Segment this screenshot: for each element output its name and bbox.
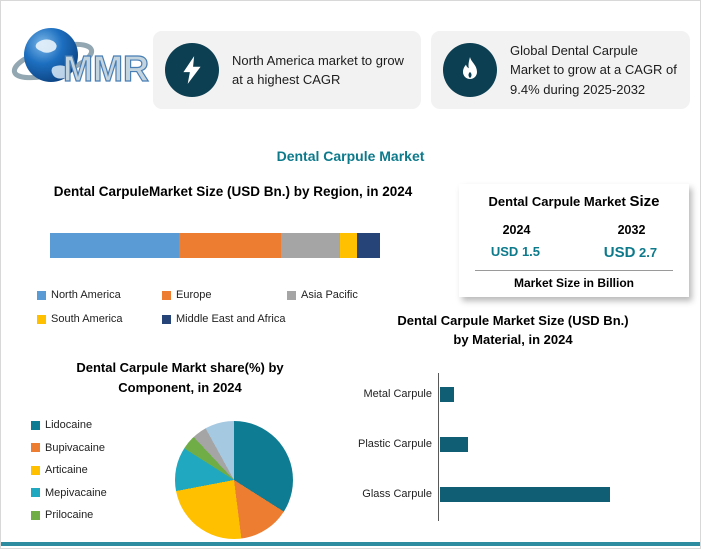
region-bar-segment (280, 233, 341, 258)
card-year-2032: 2032 (617, 223, 646, 237)
mmr-logo: MMR (11, 9, 156, 109)
region-bar-segment (356, 233, 380, 258)
legend-label: Articaine (45, 464, 88, 477)
legend-item: Mepivacaine (31, 482, 107, 505)
legend-item: Bupivacaine (31, 437, 107, 460)
legend-item: Articaine (31, 459, 107, 482)
legend-item: South America (37, 313, 162, 325)
legend-item: North America (37, 289, 162, 301)
legend-label: Middle East and Africa (176, 313, 286, 325)
material-bar-chart: Metal Carpule Plastic Carpule Glass Carp… (341, 369, 641, 521)
legend-label: Bupivacaine (45, 441, 105, 454)
material-bar-metal (440, 386, 454, 402)
lightning-icon-circle (165, 43, 219, 97)
component-pie (175, 421, 293, 539)
legend-item: Europe (162, 289, 287, 301)
market-size-card-title: Dental Carpule Market Size (459, 193, 689, 210)
usd-amount: 1.5 (521, 244, 541, 259)
legend-label: Lidocaine (45, 419, 93, 432)
usd-label: USD (603, 244, 636, 261)
component-legend: Lidocaine Bupivacaine Articaine Mepivaca… (31, 414, 107, 527)
material-bar-row: Metal Carpule (341, 369, 641, 419)
region-bar-segment (50, 233, 179, 258)
legend-item: Asia Pacific (287, 289, 358, 301)
material-bar-row: Plastic Carpule (341, 419, 641, 469)
legend-swatch (287, 290, 296, 300)
legend-swatch (162, 314, 171, 324)
legend-swatch (162, 290, 171, 300)
legend-swatch (37, 290, 46, 300)
material-bar-row: Glass Carpule (341, 469, 641, 519)
market-size-card: Dental Carpule Market Size 2024 2032 USD… (459, 184, 689, 297)
card-values-row: USD 1.5 USD 2.7 (459, 244, 689, 261)
material-bar-plastic (440, 436, 468, 452)
material-category-label: Glass Carpule (362, 488, 432, 500)
callout-global-cagr: Global Dental Carpule Market to grow at … (431, 31, 690, 109)
legend-item: Lidocaine (31, 414, 107, 437)
legend-swatch (31, 488, 40, 498)
material-category-label: Metal Carpule (363, 388, 432, 400)
usd-amount: 2.7 (639, 245, 658, 260)
card-title-em: Size (629, 193, 660, 210)
legend-label: Prilocaine (45, 509, 94, 522)
legend-swatch (31, 443, 40, 453)
callout-global-cagr-text: Global Dental Carpule Market to grow at … (510, 42, 677, 97)
legend-item: Middle East and Africa (162, 313, 285, 325)
flame-icon-circle (443, 43, 497, 97)
legend-label: Asia Pacific (301, 289, 358, 301)
material-chart-axis (438, 373, 439, 521)
page-title: Dental Carpule Market (276, 148, 425, 164)
card-title-main: Dental Carpule Market (488, 194, 626, 209)
material-category-label: Plastic Carpule (358, 438, 432, 450)
material-chart-title: Dental Carpule Market Size (USD Bn.) by … (397, 313, 629, 347)
logo-text: MMR (63, 48, 149, 89)
region-legend-row: North America Europe Asia Pacific (37, 289, 447, 301)
card-footer: Market Size in Billion (475, 270, 673, 290)
card-value-2024: USD 1.5 (491, 244, 540, 261)
lightning-icon (183, 56, 201, 84)
legend-label: South America (51, 313, 123, 325)
callout-north-america-text: North America market to grow at a highes… (232, 52, 404, 88)
card-year-2024: 2024 (502, 223, 531, 237)
legend-swatch (31, 510, 40, 520)
region-bar-segment (178, 233, 281, 258)
legend-swatch (31, 420, 40, 430)
region-chart-title: Dental CarpuleMarket Size (USD Bn.) by R… (53, 184, 413, 199)
bottom-accent-line (1, 542, 700, 546)
legend-item: Prilocaine (31, 504, 107, 527)
legend-label: Mepivacaine (45, 486, 107, 499)
legend-label: North America (51, 289, 121, 301)
card-years-row: 2024 2032 (459, 223, 689, 237)
globe-logo-graphic: MMR (11, 28, 150, 90)
region-legend: North America Europe Asia Pacific South … (37, 289, 447, 337)
material-bar-glass (440, 486, 610, 502)
legend-swatch (31, 465, 40, 475)
component-chart-title: Dental Carpule Markt share(%) by Compone… (76, 360, 284, 395)
legend-swatch (37, 314, 46, 324)
region-legend-row: South America Middle East and Africa (37, 313, 447, 325)
callout-north-america: North America market to grow at a highes… (153, 31, 421, 109)
flame-icon (463, 57, 477, 79)
region-stacked-bar (50, 233, 380, 258)
region-bar-segment (340, 233, 357, 258)
legend-label: Europe (176, 289, 212, 301)
card-value-2032: USD 2.7 (604, 244, 657, 261)
usd-label: USD (490, 244, 519, 259)
